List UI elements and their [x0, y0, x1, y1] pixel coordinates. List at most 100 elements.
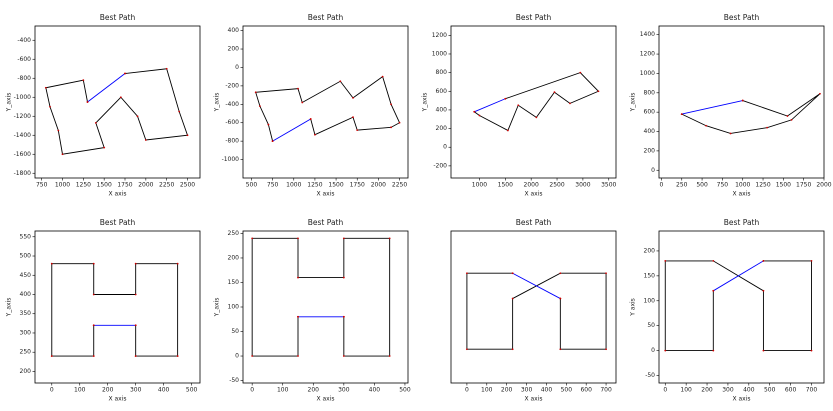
x-tick-label: 700: [600, 387, 612, 394]
chart-title: Best Path: [516, 218, 552, 227]
y-tick-label: -1200: [14, 113, 32, 120]
path-point: [664, 260, 667, 262]
x-axis-label: X axis: [316, 191, 334, 198]
path-line: [251, 237, 391, 357]
path-point: [605, 272, 607, 275]
path-point: [762, 289, 765, 292]
x-tick-label: 1250: [76, 182, 91, 189]
path-line: [466, 272, 607, 350]
path-point: [309, 118, 312, 120]
path-point: [664, 349, 667, 352]
path-point: [712, 289, 715, 292]
chart-panel: Best Path 0 100 200 300 400 500 200 250 300 350 400…: [6, 218, 201, 403]
y-tick-label: 300: [20, 329, 32, 336]
chart-panel: Best Path 750 1000 1250 1500 1750 2000 2250 2500…: [6, 13, 201, 198]
x-tick-label: 1750: [117, 182, 132, 189]
x-tick-label: 2250: [159, 182, 174, 189]
path-point: [559, 348, 562, 351]
path-point: [506, 129, 509, 132]
path-point: [390, 126, 392, 129]
path-point: [605, 348, 607, 351]
path-line: [87, 73, 126, 103]
plot-frame: [34, 230, 201, 384]
x-tick-label: 500: [399, 387, 411, 394]
y-tick-label: -400: [225, 101, 239, 108]
path-point: [342, 355, 345, 357]
y-tick-label: 550: [20, 233, 32, 240]
x-tick-label: 1500: [776, 182, 791, 189]
plot-frame: [658, 230, 825, 384]
path-point: [388, 355, 391, 357]
y-tick-label: 400: [228, 27, 240, 34]
path-point: [186, 134, 189, 137]
x-axis-label: X axis: [732, 191, 750, 198]
path-point: [271, 140, 274, 143]
y-tick-label: 0: [651, 347, 655, 354]
y-tick-label: 150: [644, 272, 656, 279]
path-point: [94, 122, 97, 124]
path-point: [134, 324, 137, 327]
y-tick-label: 0: [235, 64, 239, 71]
plot-frame: [242, 230, 409, 384]
path-point: [535, 116, 538, 119]
y-tick-label: -600: [225, 119, 239, 126]
x-tick-label: 0: [465, 387, 469, 394]
y-tick-label: -50: [229, 377, 239, 384]
y-tick-label: -50: [645, 372, 655, 379]
y-tick-label: 50: [231, 328, 239, 335]
path-point: [810, 260, 813, 262]
y-tick-label: 0: [235, 353, 239, 360]
path-point: [82, 79, 85, 82]
path-point: [136, 115, 139, 118]
plot-frame: [242, 25, 409, 179]
y-tick-label: 200: [644, 147, 656, 154]
y-tick-label: 250: [20, 349, 32, 356]
x-tick-label: 300: [521, 387, 533, 394]
y-axis-label: Y_axis: [6, 298, 13, 318]
path-line: [272, 118, 311, 142]
y-tick-label: 1000: [432, 50, 447, 57]
y-tick-label: 100: [228, 304, 240, 311]
path-point: [92, 324, 95, 327]
chart-title: Best Path: [100, 13, 136, 22]
y-tick-label: 1000: [640, 70, 655, 77]
path-point: [61, 153, 64, 156]
y-axis-label: Y_axis: [422, 93, 429, 113]
path-point: [352, 96, 354, 99]
y-tick-label: 400: [644, 128, 656, 135]
path-point: [119, 96, 122, 99]
path-point: [810, 349, 813, 352]
x-tick-label: 100: [74, 387, 86, 394]
x-tick-label: 200: [501, 387, 513, 394]
x-tick-label: 3500: [601, 182, 616, 189]
chart-panel: Best Path 0 100 200 300 400 500 600 700 X axis: [450, 218, 617, 403]
y-axis-label: Y_axis: [214, 298, 221, 318]
path-point: [741, 99, 744, 102]
path-point: [134, 293, 137, 296]
path-point: [297, 87, 299, 90]
path-point: [579, 71, 582, 74]
path-line: [512, 272, 561, 299]
path-point: [134, 355, 137, 357]
path-point: [511, 348, 514, 351]
path-point: [504, 97, 507, 100]
path-point: [301, 101, 304, 104]
x-tick-label: 100: [277, 387, 289, 394]
path-point: [388, 237, 391, 240]
x-tick-label: 300: [722, 387, 734, 394]
x-tick-label: 2000: [138, 182, 153, 189]
x-tick-label: 500: [696, 182, 708, 189]
path-point: [259, 105, 261, 108]
path-point: [44, 86, 47, 89]
chart-panel: Best Path 0 100 200 300 400 500 600 700 -50 0 50 100…: [630, 218, 825, 403]
path-point: [50, 262, 53, 265]
y-tick-label: 800: [644, 89, 656, 96]
x-axis-label: X axis: [316, 396, 334, 403]
path-point: [92, 262, 95, 265]
path-point: [314, 133, 316, 136]
path-point: [712, 349, 715, 352]
x-tick-label: 200: [701, 387, 713, 394]
x-tick-label: 1500: [328, 182, 343, 189]
